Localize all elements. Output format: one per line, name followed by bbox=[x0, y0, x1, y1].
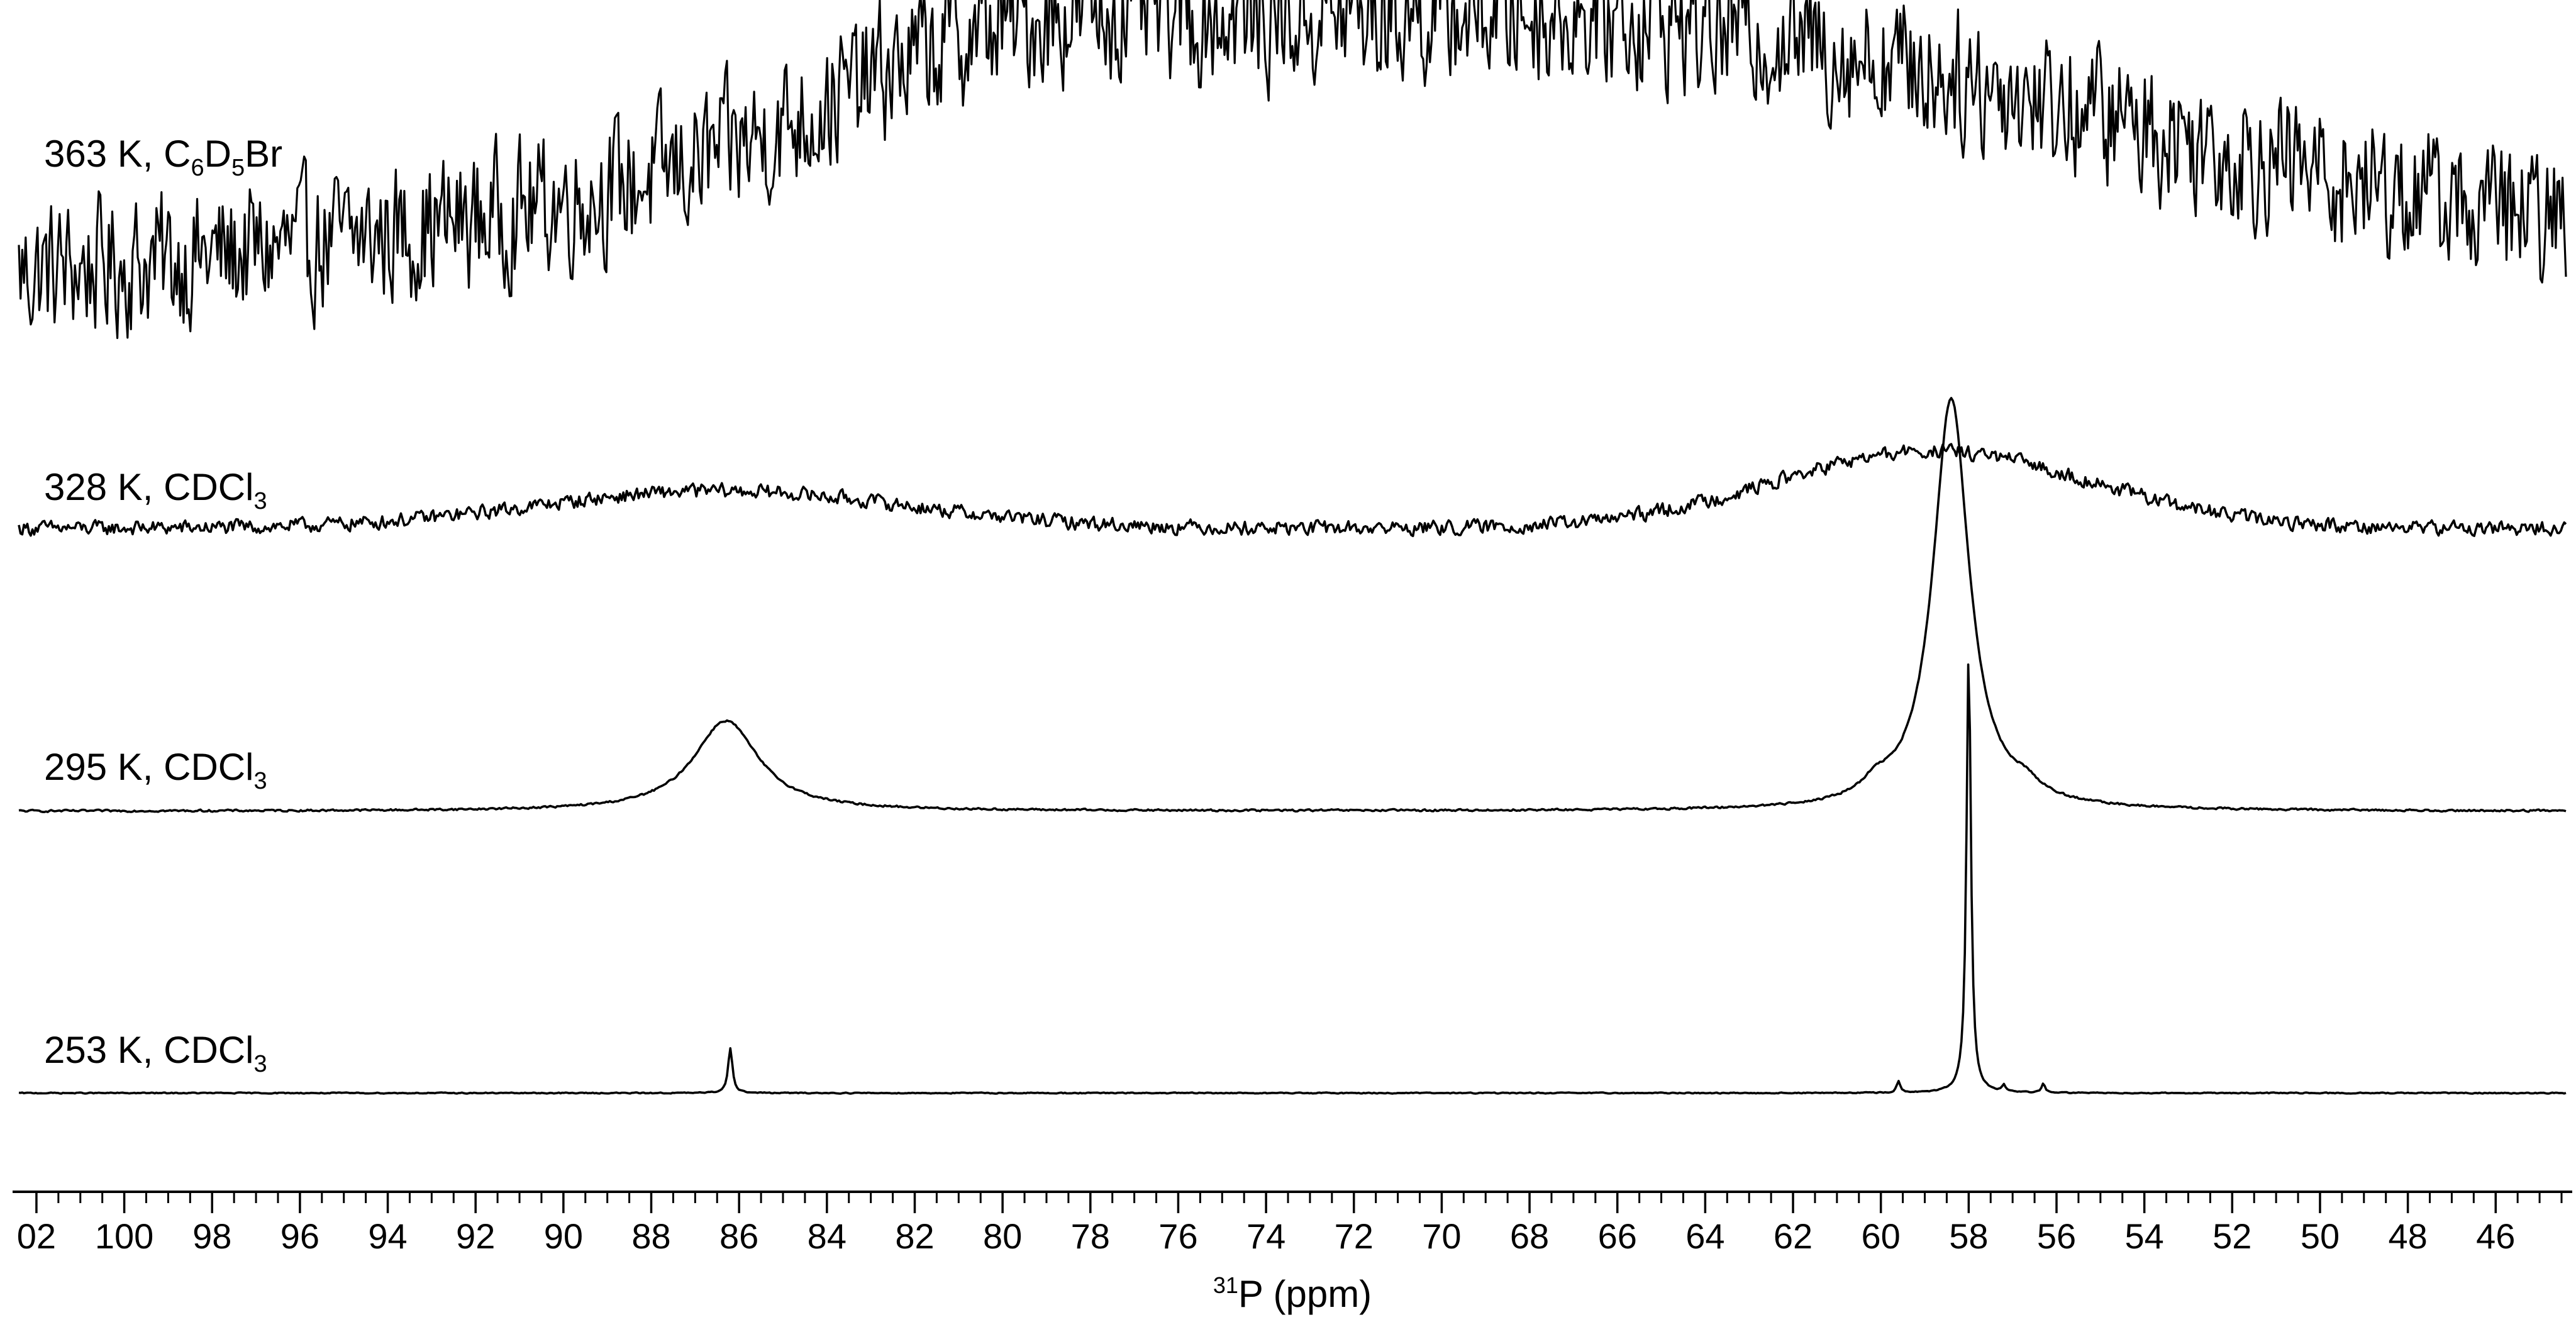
x-axis-title-superscript: 31 bbox=[1213, 1272, 1238, 1298]
trace-label-1-t3: Br bbox=[245, 133, 282, 175]
x-axis-minor-ticks bbox=[57, 1192, 2563, 1203]
spectrum-trace-2 bbox=[18, 443, 2567, 538]
spectrum-trace-1 bbox=[18, 0, 2567, 340]
x-tick-label: 90 bbox=[544, 1216, 583, 1256]
x-axis: 02 100 98 96 94 92 90 88 86 84 82 80 78 76 74 72 70 68 66 6… bbox=[13, 1191, 2572, 1315]
x-axis-tick-labels: 02 100 98 96 94 92 90 88 86 84 82 80 78 76 74 72 70 68 66 6… bbox=[17, 1216, 2516, 1256]
x-tick-label: 88 bbox=[631, 1216, 670, 1256]
x-tick-label: 54 bbox=[2125, 1216, 2164, 1256]
trace-label-1-t2: D bbox=[204, 133, 231, 175]
x-tick-label: 50 bbox=[2301, 1216, 2340, 1256]
trace-label-1-t1: 363 K, C bbox=[44, 133, 191, 175]
trace-label-3-t1: 295 K, CDCl bbox=[44, 746, 253, 788]
x-tick-label: 86 bbox=[719, 1216, 758, 1256]
x-tick-label: 56 bbox=[2037, 1216, 2076, 1256]
x-tick-label: 70 bbox=[1422, 1216, 1461, 1256]
trace-label-4-s1: 3 bbox=[253, 1051, 267, 1077]
trace-label-2-t1: 328 K, CDCl bbox=[44, 466, 253, 508]
x-axis-title-main: P (ppm) bbox=[1238, 1273, 1372, 1315]
x-tick-label: 48 bbox=[2388, 1216, 2427, 1256]
spectrum-trace-3 bbox=[18, 397, 2567, 813]
x-tick-label: 62 bbox=[1774, 1216, 1813, 1256]
trace-label-2: 328 K, CDCl3 bbox=[44, 466, 267, 514]
x-tick-label: 76 bbox=[1158, 1216, 1197, 1256]
x-tick-label: 84 bbox=[808, 1216, 847, 1256]
x-tick-label: 100 bbox=[95, 1216, 153, 1256]
trace-label-3: 295 K, CDCl3 bbox=[44, 746, 267, 794]
x-tick-label: 78 bbox=[1071, 1216, 1110, 1256]
x-tick-label: 96 bbox=[280, 1216, 319, 1256]
trace-label-2-s1: 3 bbox=[253, 488, 267, 514]
x-tick-label: 58 bbox=[1949, 1216, 1988, 1256]
x-tick-label: 80 bbox=[983, 1216, 1022, 1256]
spectra-traces bbox=[18, 0, 2567, 1095]
x-axis-major-ticks bbox=[35, 1192, 2497, 1213]
trace-label-4-t1: 253 K, CDCl bbox=[44, 1029, 253, 1071]
x-tick-label: 82 bbox=[895, 1216, 934, 1256]
trace-label-1: 363 K, C6D5Br bbox=[44, 133, 282, 181]
x-tick-label: 74 bbox=[1246, 1216, 1285, 1256]
x-tick-label: 98 bbox=[192, 1216, 231, 1256]
trace-label-4: 253 K, CDCl3 bbox=[44, 1029, 267, 1077]
spectrum-trace-4 bbox=[18, 663, 2567, 1095]
x-tick-label: 66 bbox=[1598, 1216, 1637, 1256]
x-tick-label: 52 bbox=[2212, 1216, 2251, 1256]
x-tick-label: 60 bbox=[1862, 1216, 1901, 1256]
x-tick-label: 72 bbox=[1335, 1216, 1374, 1256]
trace-label-1-s2: 5 bbox=[231, 155, 245, 181]
trace-label-3-s1: 3 bbox=[253, 768, 267, 794]
x-tick-label: 46 bbox=[2476, 1216, 2515, 1256]
x-tick-label: 64 bbox=[1685, 1216, 1724, 1256]
x-tick-label: 92 bbox=[456, 1216, 495, 1256]
x-tick-label: 94 bbox=[368, 1216, 407, 1256]
x-tick-label: 02 bbox=[17, 1216, 56, 1256]
x-axis-title: 31P (ppm) bbox=[1213, 1272, 1372, 1315]
x-tick-label: 68 bbox=[1510, 1216, 1549, 1256]
trace-label-1-s1: 6 bbox=[191, 155, 204, 181]
